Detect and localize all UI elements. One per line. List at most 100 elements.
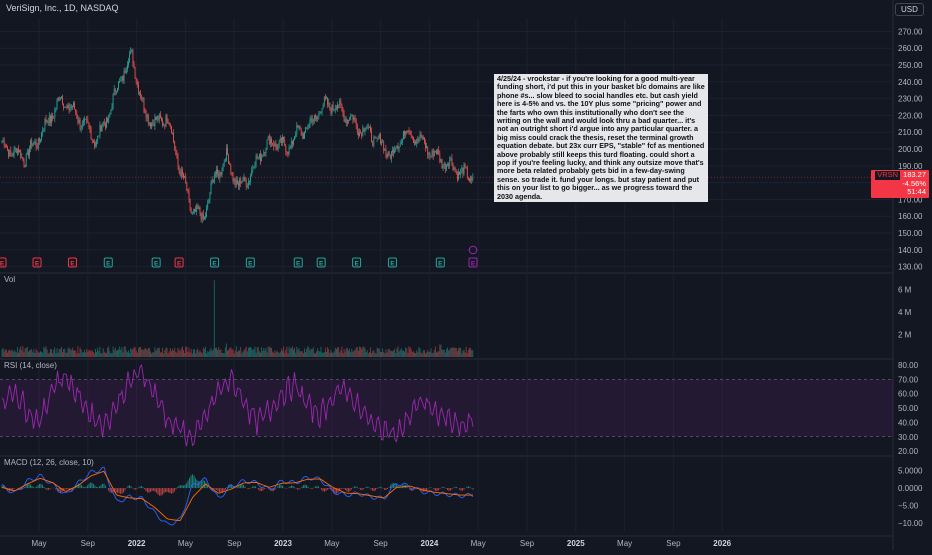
candle-body (386, 149, 387, 155)
candle-body (29, 148, 30, 155)
volume-bar (35, 353, 36, 357)
volume-bar (291, 348, 292, 357)
macd-histogram-bar (184, 485, 185, 488)
macd-histogram-bar (451, 488, 452, 489)
candle-body (346, 119, 347, 123)
candle-body (203, 214, 204, 220)
macd-histogram-bar (387, 488, 388, 489)
volume-bar (347, 348, 348, 357)
volume-bar (318, 351, 319, 357)
candle-body (162, 120, 163, 125)
macd-histogram-bar (162, 488, 163, 495)
candle-body (368, 127, 369, 128)
volume-bar (466, 347, 467, 357)
macd-histogram-bar (174, 488, 175, 491)
volume-bar (75, 351, 76, 357)
candle-body (106, 118, 107, 127)
macd-histogram-bar (378, 488, 379, 489)
candle-body (41, 133, 42, 140)
volume-bar (396, 349, 397, 357)
time-tick-label: Sep (666, 539, 681, 548)
volume-bar (404, 351, 405, 357)
candle-body (164, 124, 165, 126)
candle-body (301, 129, 302, 135)
volume-bar (74, 350, 75, 357)
volume-bar (252, 350, 253, 357)
currency-selector[interactable]: USD (895, 3, 924, 16)
price-symbol: VRSN (875, 171, 900, 180)
volume-bar (435, 346, 436, 357)
candle-body (278, 145, 279, 150)
macd-histogram-bar (372, 488, 373, 491)
macd-histogram-bar (45, 488, 46, 489)
volume-bar (26, 348, 27, 357)
candle-body (289, 148, 290, 154)
macd-histogram-bar (120, 488, 121, 494)
macd-histogram-bar (238, 486, 239, 488)
candle-body (167, 116, 168, 121)
volume-bar (182, 346, 183, 357)
candle-body (371, 131, 372, 141)
volume-bar (459, 347, 460, 357)
idea-note[interactable]: 4/25/24 - vrockstar - if you're looking … (494, 74, 708, 202)
volume-bar (159, 348, 160, 357)
candle-body (34, 142, 35, 143)
macd-histogram-bar (99, 486, 100, 488)
candle-body (339, 100, 340, 105)
macd-histogram-bar (388, 487, 389, 488)
candle-body (293, 140, 294, 145)
candle-body (151, 124, 152, 128)
candle-body (422, 136, 423, 139)
candle-body (271, 139, 272, 143)
volume-bar (102, 353, 103, 357)
volume-bar (352, 352, 353, 357)
volume-bar (241, 353, 242, 357)
volume-bar (145, 348, 146, 357)
volume-bar (58, 353, 59, 357)
volume-bar (346, 348, 347, 357)
candle-body (75, 109, 76, 112)
macd-histogram-bar (67, 488, 68, 489)
candle-body (185, 177, 186, 183)
candle-body (191, 210, 192, 213)
candle-body (107, 118, 108, 122)
candle-body (343, 110, 344, 114)
candle-body (114, 89, 115, 95)
volume-bar (429, 352, 430, 357)
earnings-marker-label: E (471, 261, 476, 268)
macd-histogram-bar (193, 476, 194, 488)
macd-histogram-bar (325, 488, 326, 491)
volume-bar (297, 350, 298, 357)
macd-histogram-bar (255, 486, 256, 488)
volume-bar (205, 347, 206, 357)
volume-bar (267, 352, 268, 357)
candle-body (364, 128, 365, 131)
volume-bar (350, 352, 351, 357)
candle-body (63, 104, 64, 108)
candle-body (79, 120, 80, 122)
candle-body (204, 216, 205, 219)
macd-histogram-bar (370, 488, 371, 489)
volume-bar (467, 353, 468, 357)
macd-histogram-bar (442, 487, 443, 488)
volume-bar (240, 347, 241, 357)
candle-body (406, 131, 407, 132)
volume-bar (48, 353, 49, 357)
candle-body (258, 157, 259, 158)
candle-body (94, 143, 95, 146)
volume-bar (275, 352, 276, 357)
candle-body (238, 183, 239, 185)
macd-histogram-bar (469, 487, 470, 488)
macd-histogram-bar (205, 482, 206, 488)
volume-bar (36, 349, 37, 357)
volume-bar (98, 351, 99, 357)
volume-bar (321, 347, 322, 357)
volume-bar (376, 354, 377, 357)
macd-histogram-bar (376, 488, 377, 489)
volume-bar (51, 349, 52, 357)
time-tick-label: May (31, 539, 46, 548)
candle-body (416, 139, 417, 144)
candle-body (377, 138, 378, 139)
candle-body (226, 148, 227, 160)
candle-body (367, 127, 368, 128)
